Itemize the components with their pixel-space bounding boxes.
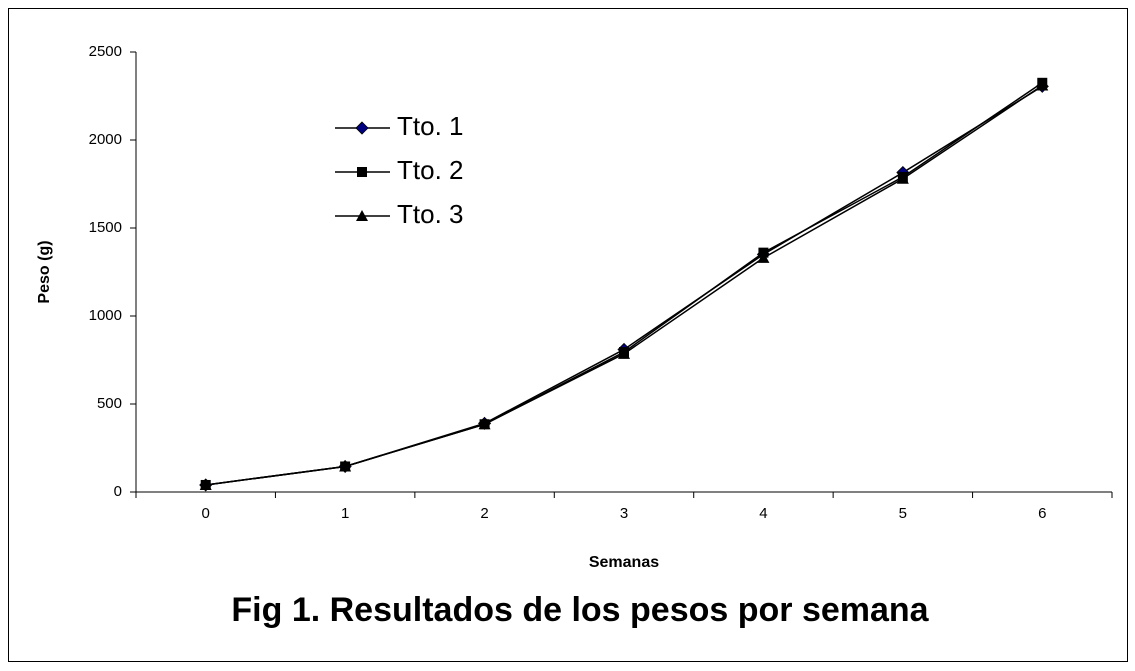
marker [1036, 79, 1049, 91]
marker [478, 418, 491, 430]
marker [757, 251, 770, 263]
marker [618, 347, 630, 359]
y-tick-label: 500 [97, 395, 122, 412]
x-tick-label: 3 [620, 505, 628, 522]
marker [896, 172, 909, 184]
chart-border [8, 8, 1128, 662]
y-tick-label: 2500 [89, 43, 122, 60]
marker [355, 121, 369, 135]
marker [356, 210, 368, 221]
legend-label: Tto. 3 [397, 199, 463, 229]
y-tick-label: 0 [114, 483, 122, 500]
x-tick-label: 0 [202, 505, 210, 522]
x-tick-label: 5 [899, 505, 907, 522]
x-tick-label: 4 [759, 505, 767, 522]
y-tick-label: 2000 [89, 131, 122, 148]
marker [339, 460, 352, 472]
x-tick-label: 6 [1038, 505, 1046, 522]
legend-label: Tto. 2 [397, 155, 463, 185]
chart-title: Fig 1. Resultados de los pesos por seman… [231, 591, 929, 629]
y-tick-label: 1500 [89, 219, 122, 236]
marker [357, 167, 367, 177]
legend-label: Tto. 1 [397, 111, 463, 141]
marker [199, 478, 212, 490]
x-tick-label: 1 [341, 505, 349, 522]
y-tick-label: 1000 [89, 307, 122, 324]
x-tick-label: 2 [480, 505, 488, 522]
y-axis-label: Peso (g) [36, 240, 53, 303]
x-axis-label: Semanas [589, 554, 659, 571]
